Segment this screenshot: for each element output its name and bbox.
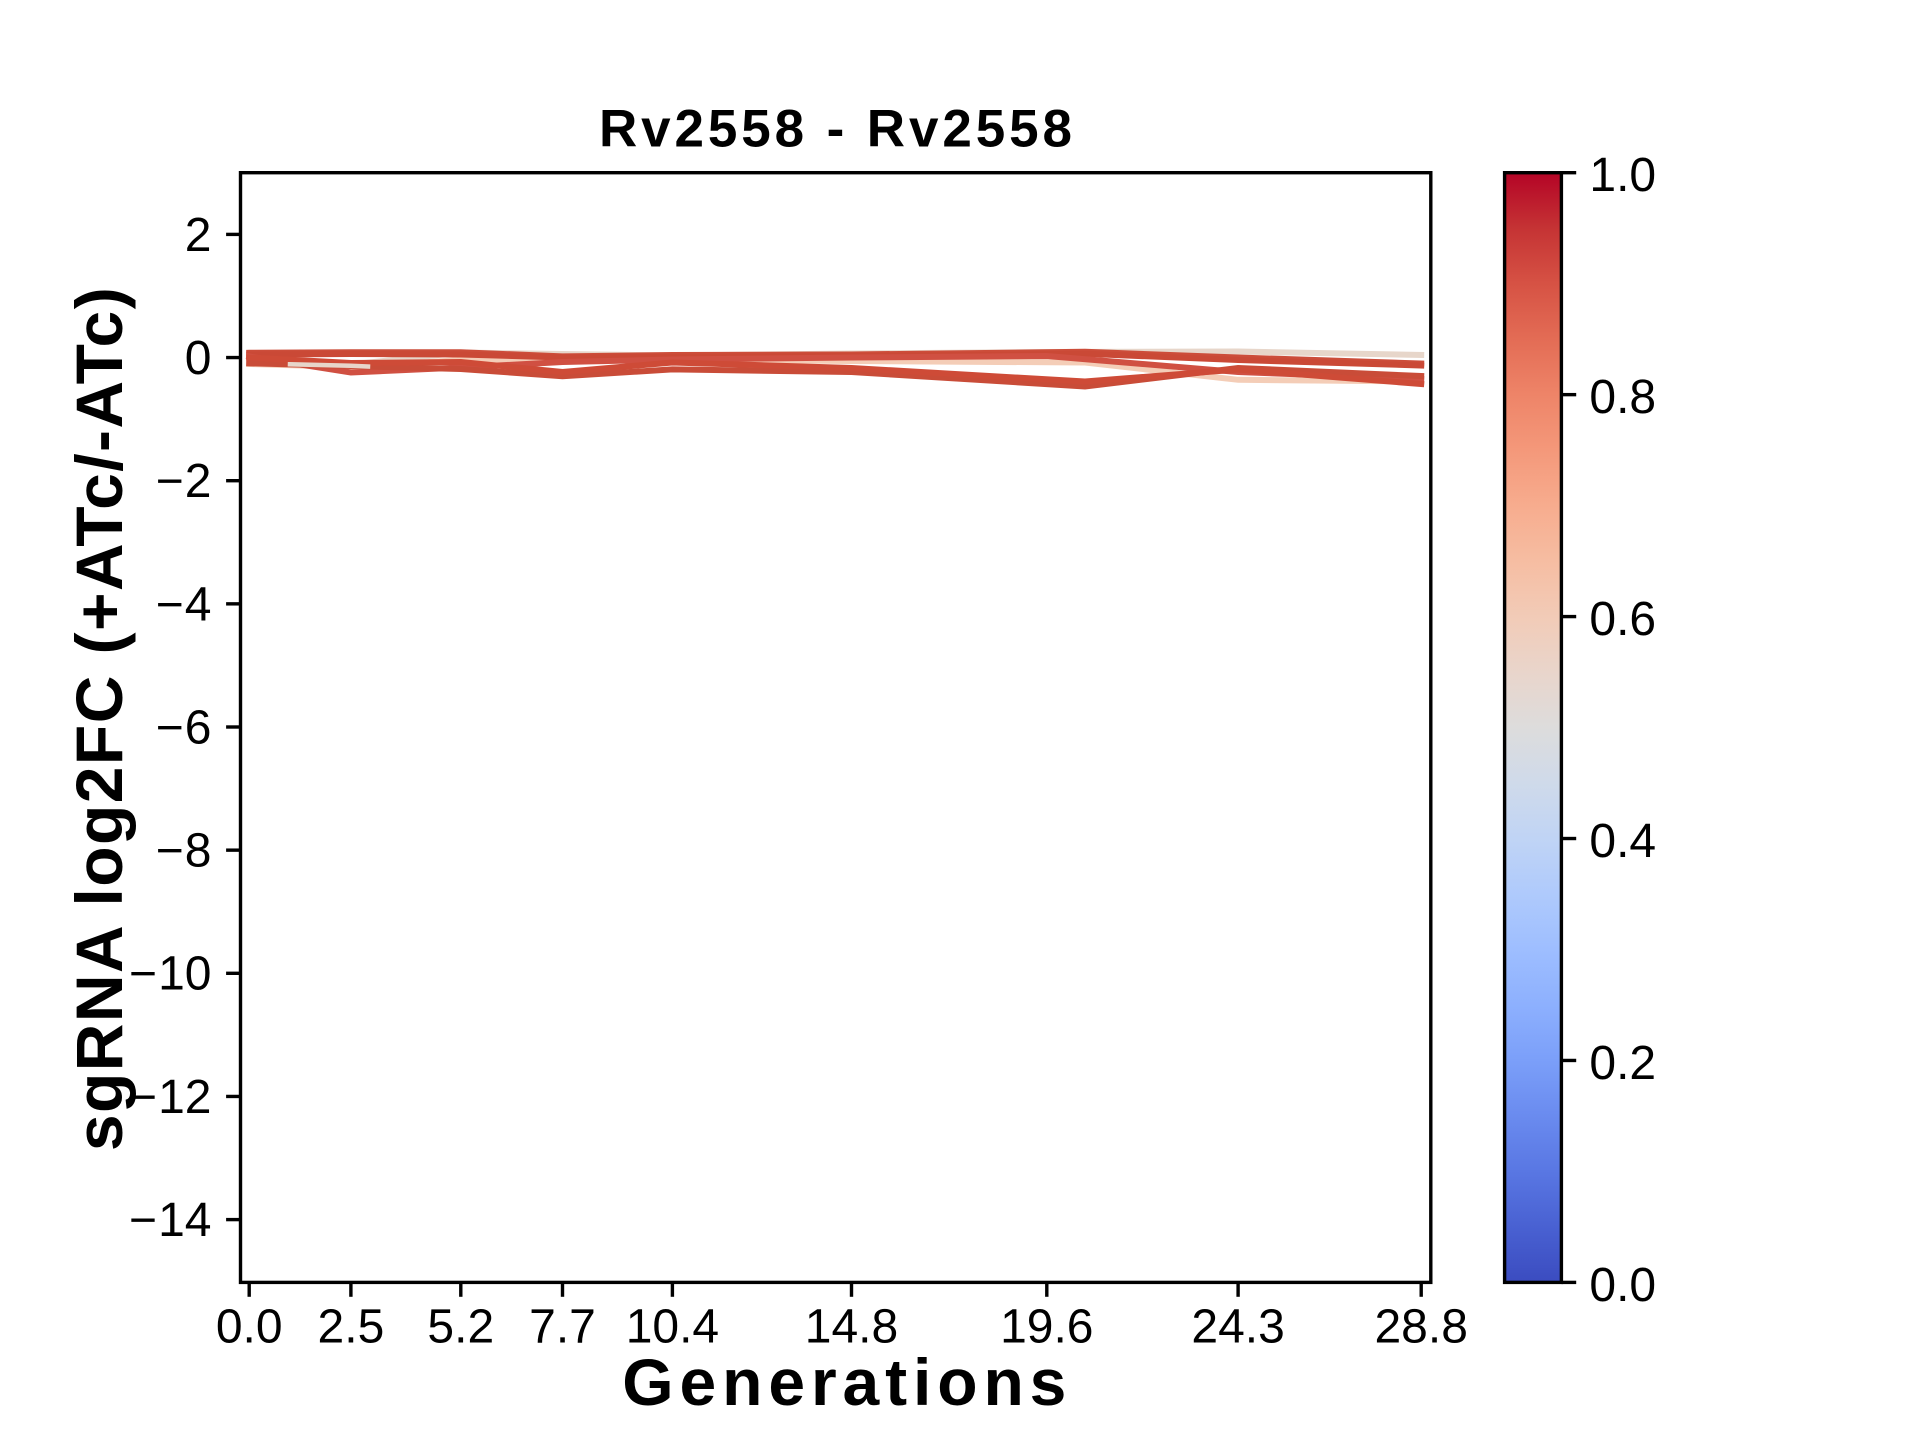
svg-text:28.8: 28.8 [1374, 1301, 1467, 1354]
svg-text:0.4: 0.4 [1589, 815, 1656, 868]
svg-text:0.6: 0.6 [1589, 593, 1656, 646]
svg-text:−14: −14 [129, 1194, 212, 1247]
svg-text:Rv2558 - Rv2558: Rv2558 - Rv2558 [599, 99, 1076, 158]
svg-text:14.8: 14.8 [805, 1301, 898, 1354]
svg-text:10.4: 10.4 [626, 1301, 719, 1354]
svg-text:19.6: 19.6 [1000, 1301, 1093, 1354]
svg-text:−10: −10 [129, 948, 212, 1001]
svg-text:−2: −2 [156, 455, 212, 508]
svg-text:1.0: 1.0 [1589, 149, 1656, 202]
svg-text:0: 0 [185, 332, 212, 385]
svg-text:−6: −6 [156, 701, 212, 754]
svg-text:0.0: 0.0 [1589, 1259, 1656, 1312]
svg-text:5.2: 5.2 [427, 1301, 494, 1354]
svg-text:0.0: 0.0 [216, 1301, 283, 1354]
svg-text:2: 2 [185, 209, 212, 262]
svg-text:Generations: Generations [622, 1345, 1072, 1419]
svg-text:sgRNA log2FC (+ATc/-ATc): sgRNA log2FC (+ATc/-ATc) [62, 286, 136, 1151]
svg-text:−4: −4 [156, 578, 212, 631]
svg-text:−8: −8 [156, 825, 212, 878]
svg-text:2.5: 2.5 [318, 1301, 385, 1354]
svg-text:24.3: 24.3 [1191, 1301, 1284, 1354]
svg-text:7.7: 7.7 [529, 1301, 596, 1354]
svg-text:0.2: 0.2 [1589, 1037, 1656, 1090]
svg-text:−12: −12 [129, 1071, 212, 1124]
svg-text:0.8: 0.8 [1589, 371, 1656, 424]
